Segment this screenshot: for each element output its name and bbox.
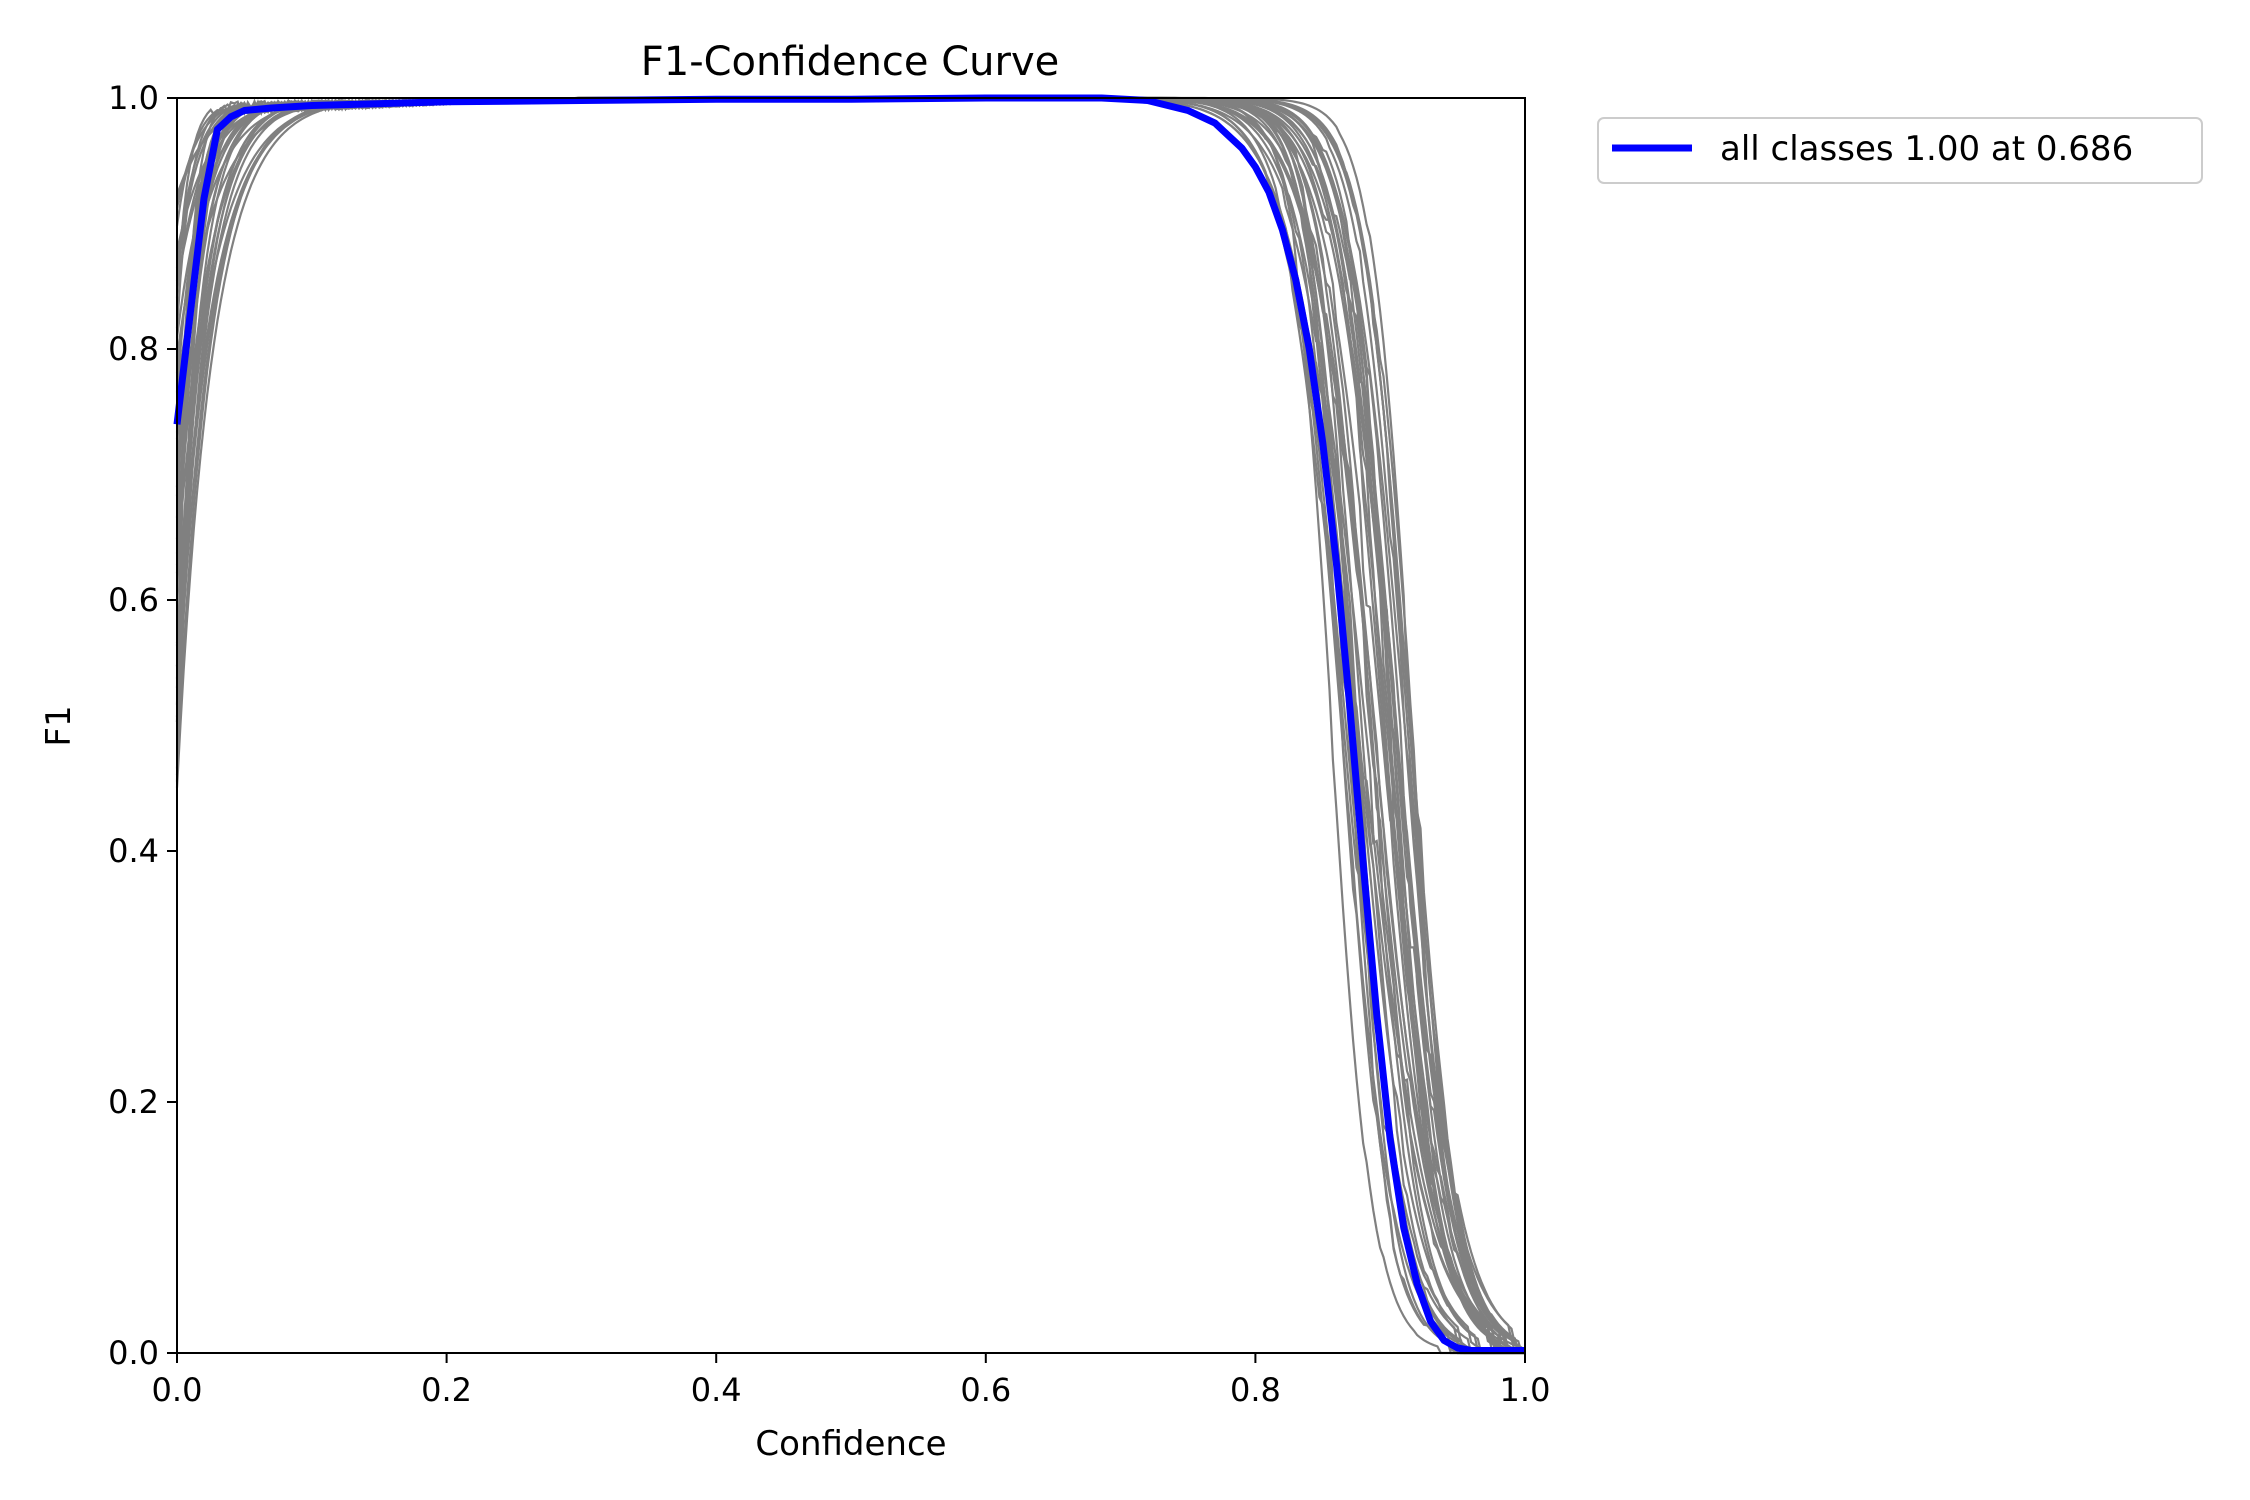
y-tick-label: 0.0 [108,1334,159,1372]
legend: all classes 1.00 at 0.686 [1597,117,2203,184]
x-axis-label: Confidence [755,1424,946,1464]
y-tick-label: 0.8 [108,330,159,368]
x-axis: 0.0 0.2 0.4 0.6 0.8 1.0 [152,1353,1551,1409]
x-tick-label: 0.8 [1230,1371,1281,1409]
x-tick-label: 0.2 [421,1371,472,1409]
x-tick-label: 1.0 [1500,1371,1551,1409]
y-tick-label: 0.6 [108,581,159,619]
y-axis: 0.0 0.2 0.4 0.6 0.8 1.0 [108,79,177,1372]
series-line-all-classes [173,94,1525,1354]
x-tick-label: 0.4 [691,1371,742,1409]
y-tick-label: 0.2 [108,1083,159,1121]
legend-box [1597,117,2203,184]
y-tick-label: 1.0 [108,79,159,117]
plot-background [177,98,1525,1353]
x-tick-label: 0.6 [960,1371,1011,1409]
series-layer [173,94,1525,1354]
plot-frame [176,97,1526,1354]
y-tick-label: 0.4 [108,832,159,870]
chart-title: F1-Confidence Curve [641,39,1060,85]
legend-entry-label: all classes 1.00 at 0.686 [1720,129,2133,169]
x-tick-label: 0.0 [152,1371,203,1409]
plot-area [173,94,1526,1355]
y-axis-label: F1 [39,705,79,746]
